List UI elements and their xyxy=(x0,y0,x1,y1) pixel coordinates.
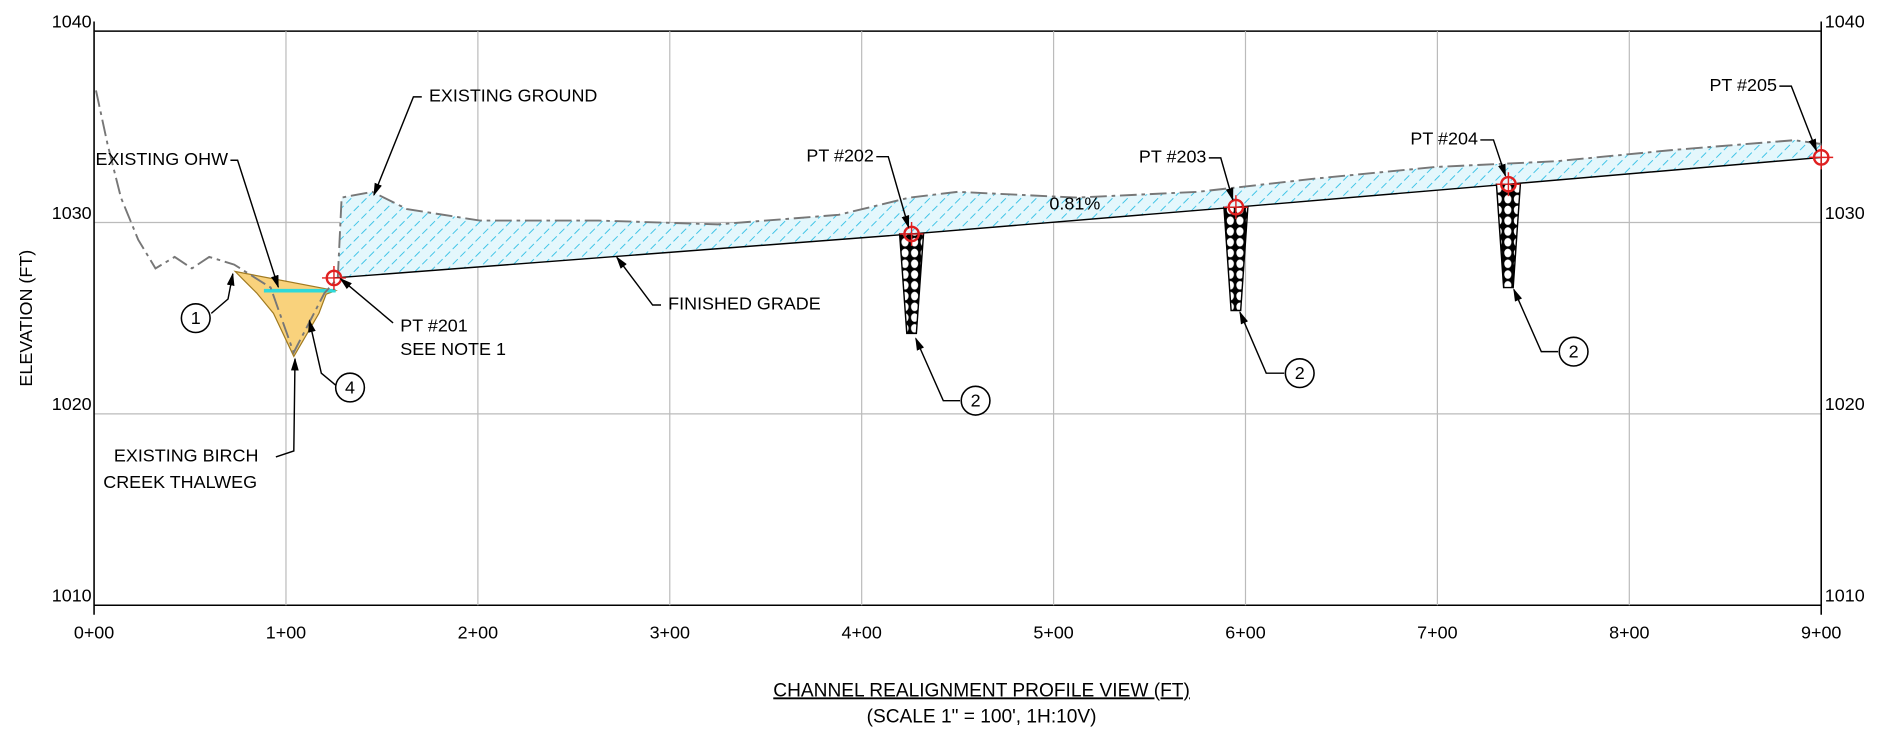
x-tick-label: 2+00 xyxy=(458,623,498,643)
leader xyxy=(339,277,394,324)
leader xyxy=(1239,310,1285,374)
cut-area xyxy=(333,140,1822,278)
callout-circle xyxy=(180,303,211,334)
y-tick-label-right: 1030 xyxy=(1825,203,1865,223)
grid: 1010 1010 1020 1020 1030 1030 1040 1040 0+00 1+00… xyxy=(52,11,1865,642)
y-tick-label: 1020 xyxy=(52,394,92,414)
callout-circle xyxy=(1558,336,1589,367)
annotation: EXISTING GROUND xyxy=(429,86,597,106)
callout-circle xyxy=(1284,358,1315,389)
riprap-structure xyxy=(1223,206,1249,312)
leader xyxy=(1779,85,1818,152)
y-tick-label-right: 1040 xyxy=(1825,11,1865,31)
point-label: PT #202 xyxy=(806,145,874,165)
leader xyxy=(1513,288,1559,353)
callout-circle xyxy=(334,372,366,403)
x-tick-label: 6+00 xyxy=(1225,623,1265,643)
existing-ground-line xyxy=(95,90,1822,356)
leader xyxy=(1480,139,1507,178)
plot: PT #201 PT #202 PT #203 PT #204 PT #205 EXIST… xyxy=(95,75,1834,492)
annotation: EXISTING BIRCH xyxy=(114,446,259,466)
leader xyxy=(615,256,662,306)
point-label: PT #201 xyxy=(400,315,468,335)
survey-point xyxy=(899,221,924,246)
x-tick-label: 9+00 xyxy=(1801,623,1841,643)
survey-point xyxy=(1223,195,1248,220)
leader xyxy=(230,159,279,289)
annotation: FINISHED GRADE xyxy=(668,294,821,314)
x-tick-label: 0+00 xyxy=(74,623,114,643)
subtitle: (SCALE 1" = 100', 1H:10V) xyxy=(867,707,1097,728)
x-tick-label: 1+00 xyxy=(266,623,306,643)
riprap-structure xyxy=(898,233,925,335)
callout-number: 4 xyxy=(345,377,355,397)
x-tick-label: 8+00 xyxy=(1609,623,1649,643)
callout-number: 2 xyxy=(971,391,981,411)
callout-circle xyxy=(960,385,991,416)
y-tick-label: 1040 xyxy=(52,11,92,31)
leader xyxy=(1208,157,1234,201)
y-tick-label-right: 1010 xyxy=(1825,586,1865,606)
y-axis-label: ELEVATION (FT) xyxy=(16,250,36,387)
leader xyxy=(308,319,337,386)
survey-point xyxy=(1496,172,1521,197)
x-tick-label: 5+00 xyxy=(1033,623,1073,643)
annotation: CREEK THALWEG xyxy=(103,472,257,492)
annotation: SEE NOTE 1 xyxy=(400,339,506,359)
slope-label: 0.81% xyxy=(1049,193,1100,213)
point-label: PT #205 xyxy=(1709,75,1777,95)
leader xyxy=(915,337,961,402)
leader xyxy=(210,272,235,314)
callout-number: 2 xyxy=(1569,342,1579,362)
title: CHANNEL REALIGNMENT PROFILE VIEW (FT) xyxy=(773,680,1190,701)
leader xyxy=(275,357,299,458)
callout-number: 1 xyxy=(191,308,201,328)
x-tick-label: 3+00 xyxy=(650,623,690,643)
annotation: EXISTING OHW xyxy=(95,149,228,169)
y-tick-label-right: 1020 xyxy=(1825,394,1865,414)
leader xyxy=(373,96,422,197)
x-tick-label: 4+00 xyxy=(841,623,881,643)
y-tick-label: 1010 xyxy=(52,586,92,606)
y-tick-label: 1030 xyxy=(52,203,92,223)
point-label: PT #204 xyxy=(1410,129,1478,149)
point-label: PT #203 xyxy=(1139,147,1207,167)
leader xyxy=(876,155,910,229)
riprap-structure xyxy=(1495,183,1522,289)
x-tick-label: 7+00 xyxy=(1417,623,1457,643)
callout-number: 2 xyxy=(1295,363,1305,383)
survey-point xyxy=(1809,145,1834,170)
